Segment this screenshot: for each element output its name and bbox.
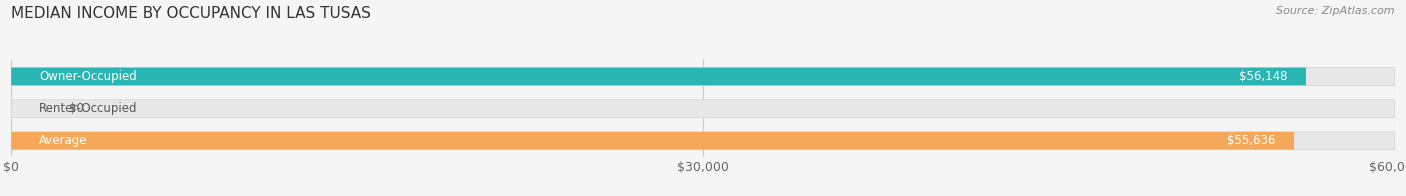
Text: Owner-Occupied: Owner-Occupied — [39, 70, 136, 83]
FancyBboxPatch shape — [11, 68, 1306, 85]
FancyBboxPatch shape — [11, 100, 1395, 117]
Text: $55,636: $55,636 — [1227, 134, 1275, 147]
Text: MEDIAN INCOME BY OCCUPANCY IN LAS TUSAS: MEDIAN INCOME BY OCCUPANCY IN LAS TUSAS — [11, 6, 371, 21]
Text: Source: ZipAtlas.com: Source: ZipAtlas.com — [1277, 6, 1395, 16]
Text: $0: $0 — [69, 102, 84, 115]
FancyBboxPatch shape — [11, 132, 1395, 150]
Text: Renter-Occupied: Renter-Occupied — [39, 102, 138, 115]
FancyBboxPatch shape — [11, 68, 1395, 85]
Text: $56,148: $56,148 — [1239, 70, 1288, 83]
Text: Average: Average — [39, 134, 87, 147]
FancyBboxPatch shape — [11, 132, 1294, 150]
